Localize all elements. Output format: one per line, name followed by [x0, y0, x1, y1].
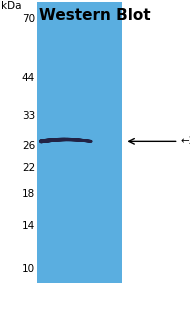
- Text: 70: 70: [22, 14, 35, 24]
- Text: 14: 14: [22, 221, 35, 231]
- Text: 26: 26: [22, 141, 35, 151]
- Bar: [37, 2, 122, 283]
- Text: 18: 18: [22, 188, 35, 198]
- Text: ←27kDa: ←27kDa: [180, 136, 190, 146]
- Text: 33: 33: [22, 111, 35, 121]
- Text: 22: 22: [22, 163, 35, 173]
- Text: Western Blot: Western Blot: [39, 8, 151, 23]
- Text: kDa: kDa: [1, 1, 21, 11]
- Text: 44: 44: [22, 74, 35, 83]
- Text: 10: 10: [22, 264, 35, 274]
